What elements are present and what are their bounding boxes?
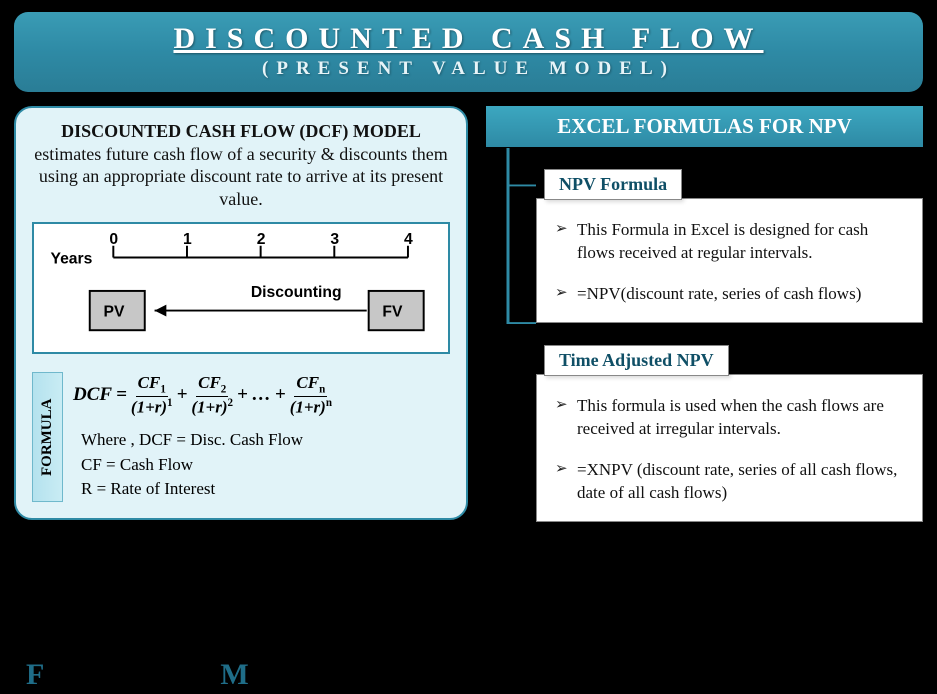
svg-text:3: 3 bbox=[330, 232, 339, 248]
pv-box-label: PV bbox=[104, 303, 125, 320]
excel-column: EXCEL FORMULAS FOR NPV NPV Formula This … bbox=[486, 106, 923, 522]
main-content: DISCOUNTED CASH FLOW (DCF) MODEL estimat… bbox=[0, 92, 937, 522]
npv-card: This Formula in Excel is designed for ca… bbox=[536, 198, 923, 323]
formula-body: DCF = CF1 (1+r)1 + CF2 (1+r)2 + … + bbox=[73, 372, 450, 502]
npv-item: =NPV(discount rate, series of cash flows… bbox=[555, 283, 908, 306]
dcf-panel: DISCOUNTED CASH FLOW (DCF) MODEL estimat… bbox=[14, 106, 468, 520]
xnpv-item: =XNPV (discount rate, series of all cash… bbox=[555, 459, 908, 505]
formula-section: FORMULA DCF = CF1 (1+r)1 + CF2 (1+r)2 + … bbox=[32, 372, 450, 502]
excel-header: EXCEL FORMULAS FOR NPV bbox=[486, 106, 923, 147]
discounting-label: Discounting bbox=[251, 284, 342, 301]
connector-lines bbox=[504, 148, 536, 402]
npv-card-wrap: NPV Formula This Formula in Excel is des… bbox=[536, 169, 923, 323]
formula-tab: FORMULA bbox=[32, 372, 63, 502]
years-label: Years bbox=[50, 250, 92, 267]
svg-text:4: 4 bbox=[404, 232, 413, 248]
timeline-diagram: Years 0 1 2 3 4 PV FV Discounting bbox=[32, 222, 450, 354]
timeline-svg: Years 0 1 2 3 4 PV FV Discounting bbox=[44, 232, 438, 342]
dcf-desc-bold: DISCOUNTED CASH FLOW (DCF) MODEL bbox=[61, 121, 421, 141]
title-banner: DISCOUNTED CASH FLOW (PRESENT VALUE MODE… bbox=[14, 12, 923, 92]
dcf-equation: DCF = CF1 (1+r)1 + CF2 (1+r)2 + … + bbox=[73, 374, 450, 416]
subtitle: (PRESENT VALUE MODEL) bbox=[14, 58, 923, 80]
xnpv-item: This formula is used when the cash flows… bbox=[555, 395, 908, 441]
dcf-desc-rest: estimates future cash flow of a security… bbox=[34, 144, 447, 209]
npv-card-title: NPV Formula bbox=[544, 169, 682, 200]
fv-box-label: FV bbox=[382, 303, 403, 320]
xnpv-card: This formula is used when the cash flows… bbox=[536, 374, 923, 522]
xnpv-card-wrap: Time Adjusted NPV This formula is used w… bbox=[536, 345, 923, 522]
footer-letter: M bbox=[220, 658, 248, 692]
svg-text:2: 2 bbox=[257, 232, 266, 248]
main-title: DISCOUNTED CASH FLOW bbox=[14, 22, 923, 56]
xnpv-card-title: Time Adjusted NPV bbox=[544, 345, 729, 376]
footer-letter: F bbox=[26, 658, 44, 692]
npv-item: This Formula in Excel is designed for ca… bbox=[555, 219, 908, 265]
footer-letters: F M bbox=[26, 658, 249, 692]
dcf-description: DISCOUNTED CASH FLOW (DCF) MODEL estimat… bbox=[32, 120, 450, 210]
formula-where: Where , DCF = Disc. Cash Flow CF = Cash … bbox=[81, 428, 450, 502]
svg-text:1: 1 bbox=[183, 232, 192, 248]
svg-text:0: 0 bbox=[109, 232, 118, 248]
